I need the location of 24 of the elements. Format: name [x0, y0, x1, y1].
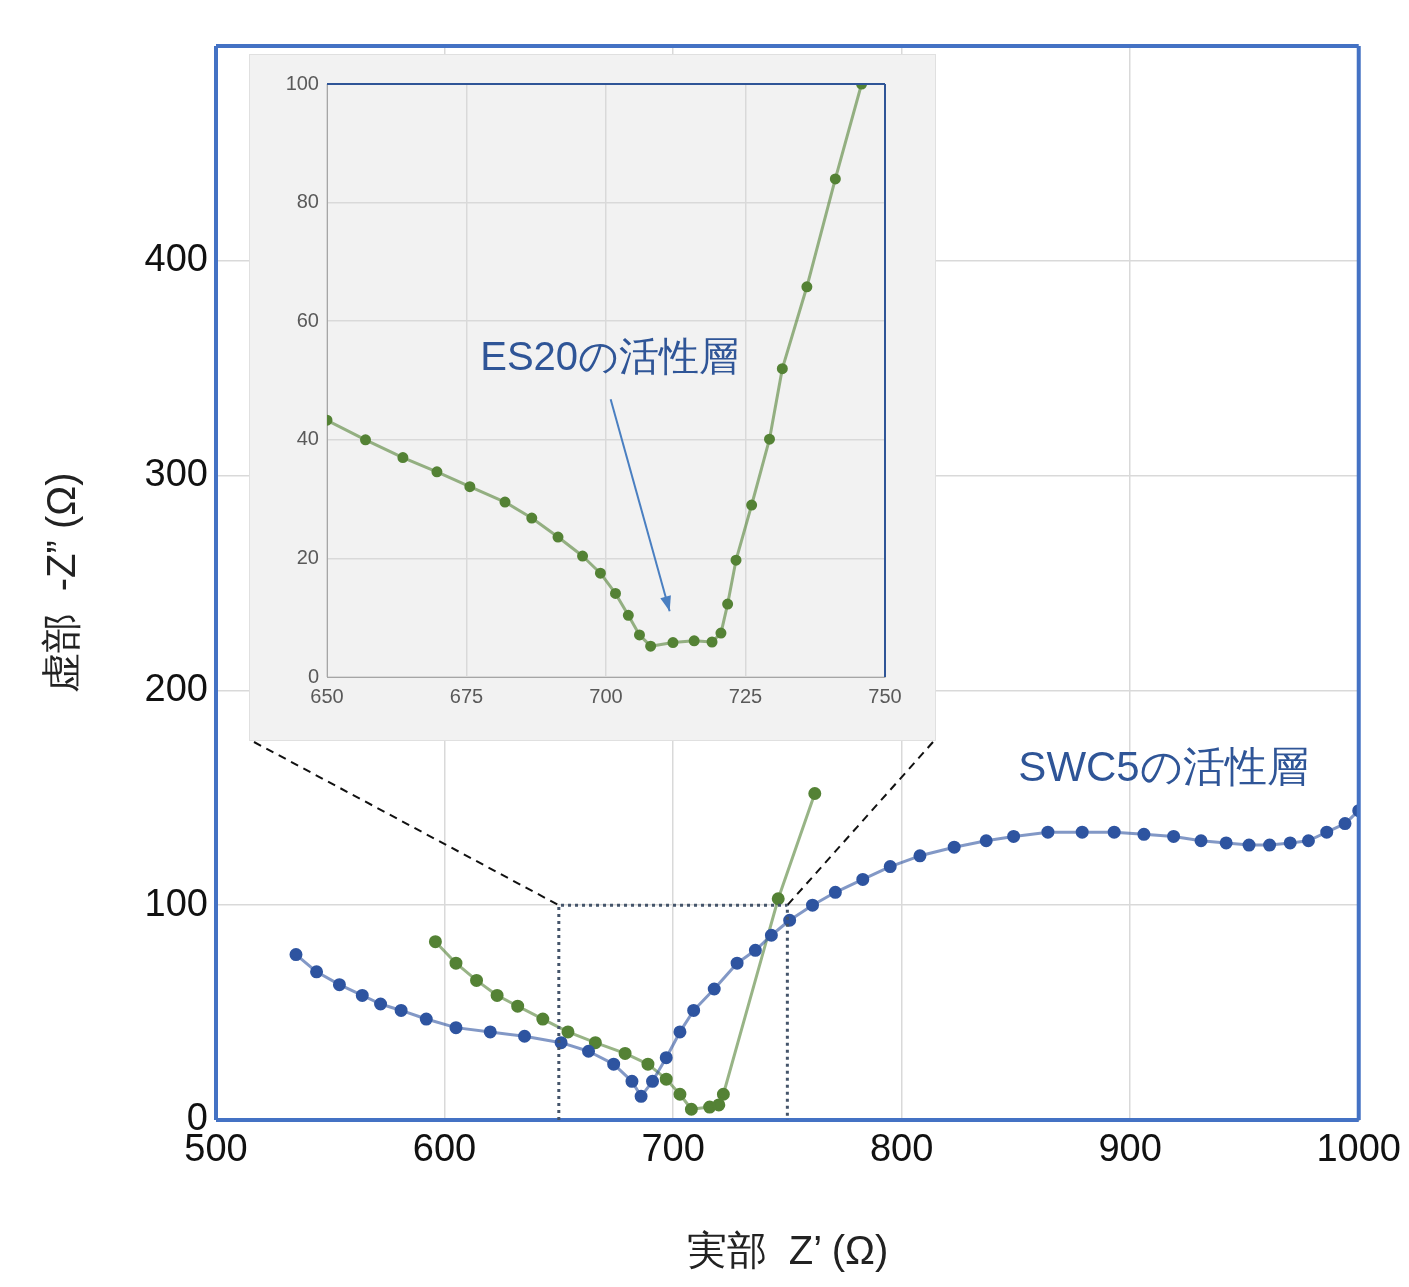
y-tick-label: 100: [144, 881, 208, 924]
x-tick-label: 650: [310, 684, 344, 707]
x-tick-label: 750: [868, 684, 902, 707]
x-tick-label: 675: [449, 684, 484, 707]
x-tick-label: 900: [1098, 1127, 1162, 1170]
y-tick-label: 300: [144, 452, 208, 495]
x-tick-label: 600: [412, 1127, 477, 1170]
y-tick-label: 60: [296, 308, 319, 331]
y-tick-label: 80: [296, 190, 319, 213]
x-tick-label: 1000: [1316, 1127, 1402, 1170]
y-tick-label: 40: [296, 427, 319, 450]
x-tick-label: 725: [728, 684, 763, 707]
x-tick-label: 700: [641, 1127, 705, 1170]
series-label: SWC5の活性層: [1018, 742, 1309, 790]
y-tick-label: 0: [307, 664, 319, 687]
y-axis-title: 虚部 -Z” (Ω): [39, 472, 84, 694]
y-tick-label: 20: [296, 545, 319, 568]
y-tick-label: 200: [144, 666, 208, 709]
x-tick-label: 800: [869, 1127, 934, 1170]
x-tick-label: 700: [589, 684, 623, 707]
annotation: ES20の活性層: [480, 334, 740, 379]
y-tick-label: 400: [144, 237, 208, 280]
x-axis-title: 実部 Z’ (Ω): [686, 1228, 889, 1273]
y-tick-label: 100: [285, 71, 319, 94]
